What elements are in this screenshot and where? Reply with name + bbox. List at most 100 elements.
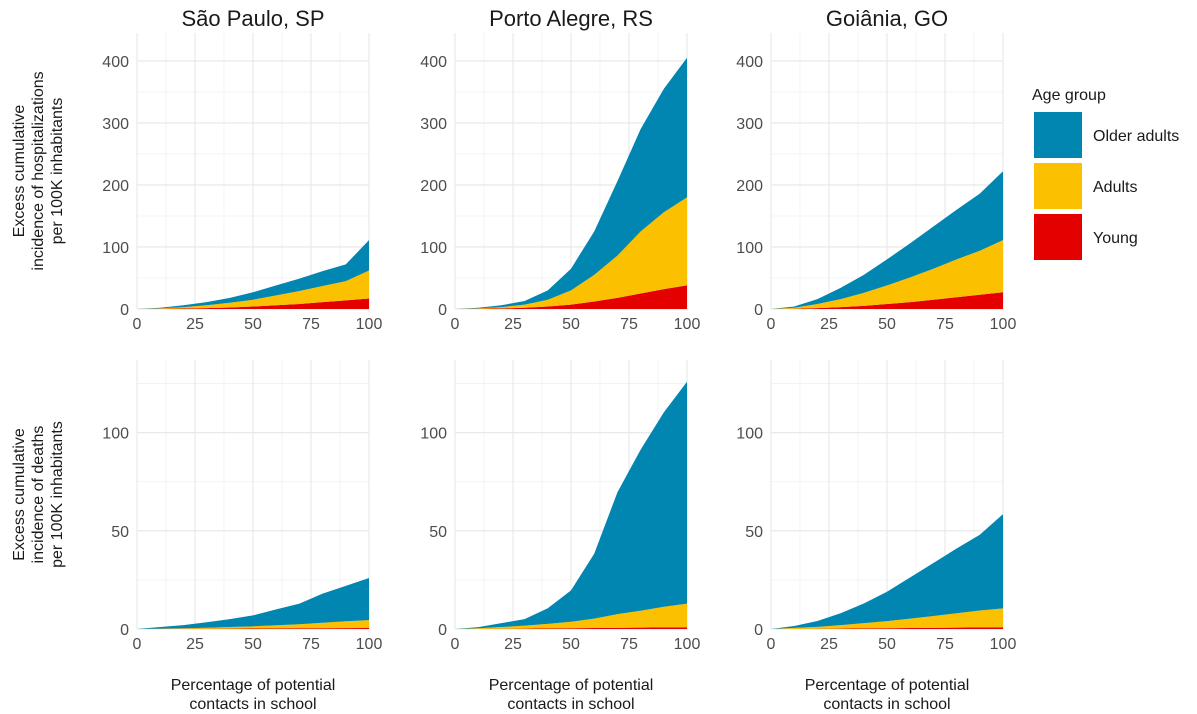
y-tick-label: 100 xyxy=(102,240,129,257)
x-axis-title: Percentage of potential xyxy=(805,677,970,694)
y-tick-label: 400 xyxy=(736,54,763,71)
y-tick-label: 50 xyxy=(111,524,129,541)
y-tick-label: 200 xyxy=(420,178,447,195)
panel-6: 0 25 50 75 100 0 50 100 Percentage of potential c… xyxy=(736,360,1016,713)
x-tick-label: 25 xyxy=(820,636,838,653)
x-tick-label: 25 xyxy=(820,316,838,333)
y-tick-label: 100 xyxy=(102,426,129,443)
x-tick-label: 50 xyxy=(562,636,580,653)
area-adults xyxy=(455,197,687,309)
x-tick-label: 100 xyxy=(990,636,1017,653)
area-older-adults xyxy=(137,577,369,629)
area-young xyxy=(771,627,1003,629)
panel-2: 0 25 50 75 100 0 100 200 300 400 Porto Alegre, RS xyxy=(420,6,700,333)
y-tick-label: 100 xyxy=(736,240,763,257)
y-axis-title: incidence of hospitalizations xyxy=(30,71,47,270)
x-tick-label: 0 xyxy=(451,316,460,333)
area-young xyxy=(455,627,687,629)
x-tick-label: 50 xyxy=(562,316,580,333)
y-tick-label: 200 xyxy=(736,178,763,195)
x-axis-title: Percentage of potential xyxy=(489,677,654,694)
panel-title: Porto Alegre, RS xyxy=(489,6,653,31)
area-older-adults xyxy=(455,57,687,310)
x-tick-label: 100 xyxy=(356,636,383,653)
y-tick-label: 0 xyxy=(754,622,763,639)
area-young xyxy=(137,298,369,309)
x-tick-label: 100 xyxy=(356,316,383,333)
x-tick-label: 75 xyxy=(302,316,320,333)
x-tick-label: 0 xyxy=(451,636,460,653)
y-tick-label: 400 xyxy=(420,54,447,71)
x-tick-label: 50 xyxy=(878,636,896,653)
y-tick-label: 0 xyxy=(120,622,129,639)
x-tick-label: 50 xyxy=(244,316,262,333)
area-older-adults xyxy=(455,381,687,629)
panel-5: 0 25 50 75 100 0 50 100 Percentage of potential c… xyxy=(420,360,700,713)
x-axis-title: contacts in school xyxy=(507,696,634,713)
y-tick-label: 100 xyxy=(736,426,763,443)
x-tick-label: 0 xyxy=(767,316,776,333)
y-tick-label: 0 xyxy=(120,302,129,319)
y-tick-label: 100 xyxy=(420,426,447,443)
y-tick-label: 0 xyxy=(438,622,447,639)
x-tick-label: 0 xyxy=(133,636,142,653)
legend-label-older-adults: Older adults xyxy=(1093,128,1179,145)
y-axis-title: per 100K inhabitants xyxy=(49,98,66,245)
panel-title: Goiânia, GO xyxy=(826,6,948,31)
x-tick-label: 25 xyxy=(504,316,522,333)
y-tick-label: 100 xyxy=(420,240,447,257)
x-tick-label: 75 xyxy=(620,636,638,653)
x-tick-label: 100 xyxy=(674,636,701,653)
area-adults xyxy=(137,270,369,309)
x-tick-label: 100 xyxy=(674,316,701,333)
x-tick-label: 25 xyxy=(504,636,522,653)
y-tick-label: 50 xyxy=(745,524,763,541)
area-young xyxy=(771,292,1003,309)
x-tick-label: 75 xyxy=(936,316,954,333)
y-axis-title: per 100K inhabitants xyxy=(49,421,66,568)
y-tick-label: 300 xyxy=(420,116,447,133)
area-young xyxy=(455,285,687,309)
area-older-adults xyxy=(771,171,1003,309)
panel-4: 0 25 50 75 100 0 50 100 Percentage of potential c… xyxy=(102,360,382,713)
y-tick-label: 200 xyxy=(102,178,129,195)
x-tick-label: 75 xyxy=(936,636,954,653)
x-tick-label: 25 xyxy=(186,316,204,333)
area-adults xyxy=(455,603,687,629)
legend-swatch-adults xyxy=(1034,163,1082,209)
y-tick-label: 400 xyxy=(102,54,129,71)
y-axis-title: Excess cumulative xyxy=(11,105,28,238)
legend-title: Age group xyxy=(1032,87,1106,104)
area-older-adults xyxy=(137,240,369,309)
legend-label-young: Young xyxy=(1093,230,1138,247)
y-tick-label: 50 xyxy=(429,524,447,541)
x-tick-label: 50 xyxy=(244,636,262,653)
x-axis-title: contacts in school xyxy=(823,696,950,713)
x-tick-label: 75 xyxy=(302,636,320,653)
x-tick-label: 0 xyxy=(767,636,776,653)
legend-swatch-young xyxy=(1034,214,1082,260)
x-tick-label: 25 xyxy=(186,636,204,653)
y-axis-title: incidence of deaths xyxy=(30,426,47,564)
x-tick-label: 0 xyxy=(133,316,142,333)
y-axis-title: Excess cumulative xyxy=(11,428,28,561)
panel-title: São Paulo, SP xyxy=(181,6,324,31)
area-adults xyxy=(137,620,369,629)
y-tick-label: 0 xyxy=(754,302,763,319)
y-tick-label: 300 xyxy=(736,116,763,133)
y-tick-label: 300 xyxy=(102,116,129,133)
panel-3: 0 25 50 75 100 0 100 200 300 400 Goiânia, GO xyxy=(736,6,1016,333)
legend: Age group Older adults Adults Young xyxy=(1032,87,1179,260)
legend-swatch-older-adults xyxy=(1034,112,1082,158)
y-tick-label: 0 xyxy=(438,302,447,319)
area-adults xyxy=(771,608,1003,629)
area-older-adults xyxy=(771,514,1003,629)
area-adults xyxy=(771,240,1003,309)
x-tick-label: 100 xyxy=(990,316,1017,333)
panel-1: 0 25 50 75 100 0 100 200 300 400 São Paulo, SP xyxy=(102,6,382,333)
x-tick-label: 50 xyxy=(878,316,896,333)
x-axis-title: contacts in school xyxy=(189,696,316,713)
legend-label-adults: Adults xyxy=(1093,179,1137,196)
x-tick-label: 75 xyxy=(620,316,638,333)
